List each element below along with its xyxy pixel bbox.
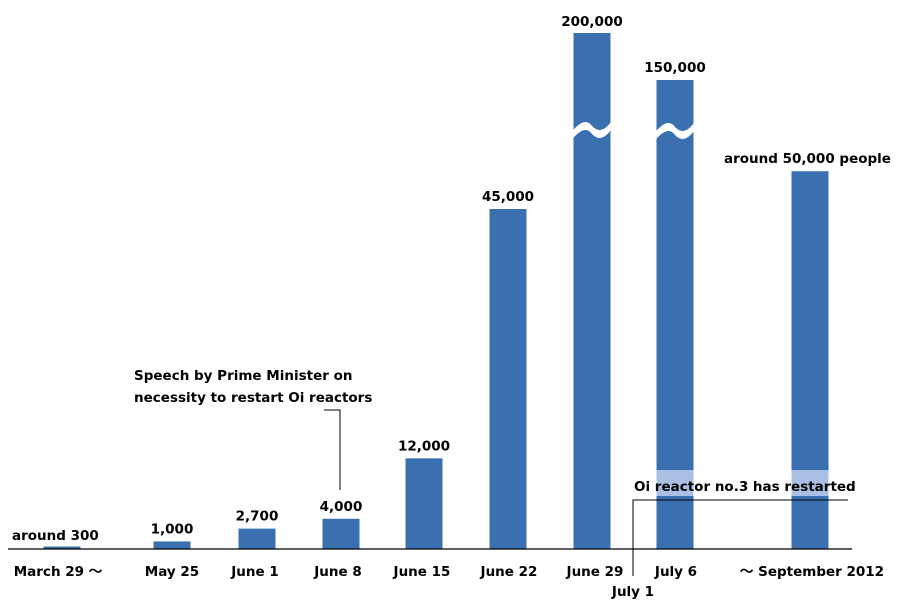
value-label-june-22: 45,000 — [482, 189, 534, 205]
axis-break-july-6 — [654, 121, 696, 141]
tick-label-july-6: July 6 — [654, 564, 697, 580]
tick-label-june-22: June 22 — [480, 564, 538, 580]
tick-label-june-1: June 1 — [230, 564, 279, 580]
tick-label-june-29: June 29 — [566, 564, 624, 580]
bar-june-1 — [238, 528, 276, 549]
bars-group — [43, 33, 829, 549]
value-label-september-2012: around 50,000 people — [724, 151, 891, 167]
tick-labels-group: March 29 ～ May 25 June 1 June 8 June 15 June … — [14, 564, 884, 580]
speech-annotation-line-1: Speech by Prime Minister on — [134, 368, 352, 384]
restart-leader-line — [632, 499, 848, 576]
value-label-july-6: 150,000 — [644, 60, 706, 76]
value-label-march-29: around 300 — [12, 528, 99, 544]
tick-label-september-2012: ～ September 2012 — [740, 564, 884, 580]
value-label-june-8: 4,000 — [320, 499, 363, 515]
bar-june-8 — [322, 518, 360, 549]
speech-leader-line — [324, 409, 341, 490]
speech-annotation: Speech by Prime Minister on necessity to… — [134, 368, 372, 490]
bar-june-29 — [573, 33, 611, 549]
tick-label-may-25: May 25 — [145, 564, 199, 580]
bar-june-22 — [489, 209, 527, 549]
bar-june-15 — [405, 458, 443, 549]
restart-annotation: Oi reactor no.3 has restarted July 1 — [611, 479, 856, 600]
tick-label-june-15: June 15 — [393, 564, 451, 580]
tick-label-june-8: June 8 — [313, 564, 362, 580]
axis-break-june-29 — [571, 120, 613, 140]
tick-label-march-29: March 29 ～ — [14, 564, 103, 580]
bar-march-29 — [43, 546, 81, 549]
restart-highlight-september-2012 — [791, 470, 829, 496]
speech-annotation-line-2: necessity to restart Oi reactors — [134, 390, 372, 406]
value-label-june-29: 200,000 — [561, 14, 623, 30]
value-label-june-1: 2,700 — [236, 509, 279, 525]
restart-annotation-text: Oi reactor no.3 has restarted — [634, 479, 856, 495]
value-label-june-15: 12,000 — [398, 438, 450, 454]
value-labels-group: around 300 1,000 2,700 4,000 12,000 45,000 200… — [12, 14, 891, 544]
bar-may-25 — [153, 541, 191, 549]
value-label-may-25: 1,000 — [151, 521, 194, 537]
restart-date-label: July 1 — [611, 584, 654, 600]
restart-highlight-july-6 — [656, 470, 694, 496]
